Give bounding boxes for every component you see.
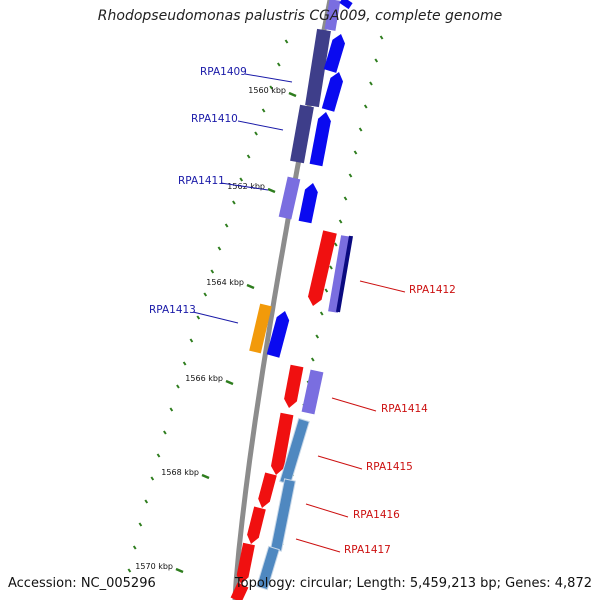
scale-dot [156,453,161,458]
kbp-tick-label: 1564 kbp [206,278,244,287]
gene-label: RPA1411 [178,175,225,187]
gene-label: RPA1412 [409,284,456,296]
gene-label: RPA1417 [344,544,391,556]
scale-dot [169,407,174,412]
gene-label: RPA1410 [191,113,238,125]
gene-block [230,582,249,600]
gene-leader-line [359,280,406,293]
scale-dot [127,568,132,573]
scale-dot [176,384,180,389]
outer-dot [333,242,338,247]
gene-block [305,28,331,108]
gene-block [339,0,353,10]
outer-dot [358,127,363,132]
outer-dot [369,81,373,86]
map-title: Rhodopseudomonas palustris CGA009, compl… [97,8,503,24]
gene-label: RPA1414 [381,403,428,415]
gene-block [278,176,301,220]
topology-text: Topology: circular; Length: 5,459,213 bp… [234,576,592,591]
gene-block [308,230,337,306]
accession-text: Accession: NC_005296 [8,576,156,591]
scale-dot [138,522,143,527]
gene-block [321,72,343,112]
scale-dot [254,131,258,136]
outer-dot [329,265,333,270]
gene-block [328,235,351,313]
scale-dot [182,361,187,366]
scale-dot [196,315,201,320]
kbp-tick-label: 1566 kbp [185,374,223,383]
scale-dot [284,39,289,44]
gene-block [258,472,277,508]
scale-dot [261,108,266,113]
gene-block [284,364,304,408]
gene-block [301,369,324,415]
scale-dot [246,154,251,159]
scale-dot [232,200,236,205]
kbp-tick-mark [288,91,297,98]
gene-block [324,0,341,31]
scale-dot [163,430,167,435]
gene-leader-line [237,120,284,131]
scale-dot [239,177,244,182]
outer-dot [324,288,329,293]
scale-dot [150,476,155,481]
gene-block [323,34,345,73]
gene-label: RPA1413 [149,304,196,316]
gene-label: RPA1409 [200,66,247,78]
gene-block [290,104,314,164]
outer-dot [363,104,368,109]
kbp-tick-mark [201,473,210,480]
outer-dot [315,334,320,339]
gene-block [256,545,280,591]
scale-dot [144,499,149,504]
gene-label: RPA1415 [366,461,413,473]
kbp-tick-label: 1560 kbp [248,86,286,95]
gene-leader-line [305,503,349,518]
kbp-tick-mark [267,187,276,194]
scale-dot [269,85,274,90]
scale-dot [210,269,215,274]
scale-dot [217,246,222,251]
gene-leader-line [192,311,239,324]
gene-label: RPA1416 [353,509,400,521]
kbp-tick-mark [246,283,255,290]
outer-dot [348,173,353,178]
gene-leader-line [220,182,269,191]
gene-block [271,412,294,475]
gene-block [270,478,296,552]
gene-block [236,542,255,584]
gene-block [336,235,353,313]
gene-leader-line [317,455,363,470]
kbp-tick-label: 1570 kbp [135,562,173,571]
kbp-tick-mark [175,567,184,574]
scale-dot [224,223,229,228]
outer-dot [374,58,379,63]
gene-block [298,183,318,224]
gene-block [266,311,290,358]
gene-leader-line [331,397,377,412]
gene-block [309,112,331,167]
outer-dot [353,150,358,155]
outer-dot [338,219,343,224]
gene-leader-line [295,538,341,553]
gene-leader-line [244,73,293,83]
gene-block [249,303,272,354]
outer-dot [319,311,324,316]
outer-dot [379,35,384,40]
outer-dot [310,357,315,362]
kbp-tick-mark [225,379,234,386]
outer-dot [343,196,348,201]
scale-dot [203,292,208,297]
scale-dot [132,545,137,550]
scale-dot [276,62,281,67]
scale-dot [189,338,194,343]
kbp-tick-label: 1568 kbp [161,468,199,477]
gene-block [247,506,266,544]
